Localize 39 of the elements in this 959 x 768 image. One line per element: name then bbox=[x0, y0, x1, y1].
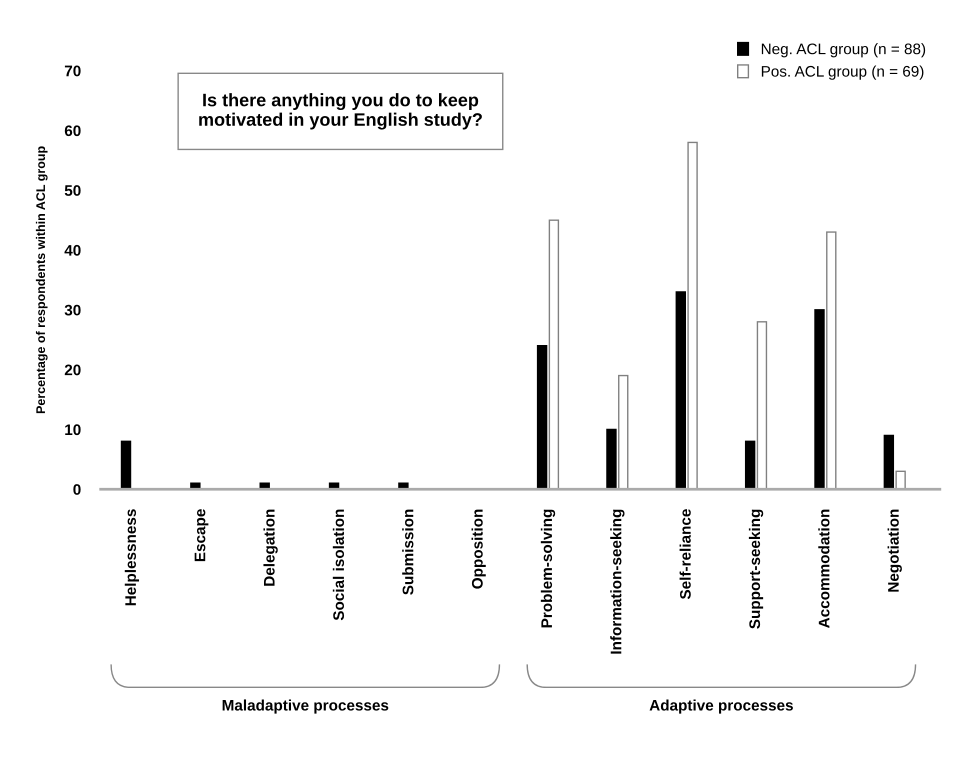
bar bbox=[536, 345, 548, 490]
x-tick-label: Social isolation bbox=[332, 510, 344, 620]
bar bbox=[618, 374, 628, 490]
legend-label: Neg. ACL group (n = 88) bbox=[762, 43, 926, 58]
bar bbox=[884, 434, 894, 490]
bar bbox=[676, 291, 686, 490]
x-tick-label: Accommodation bbox=[818, 510, 830, 628]
bar bbox=[826, 231, 836, 490]
y-axis-title: Percentage of respondents within ACL group bbox=[36, 146, 48, 414]
bar bbox=[606, 428, 617, 490]
x-tick-label: Submission bbox=[402, 510, 414, 595]
text: Adaptive processes bbox=[650, 699, 793, 714]
text: Is there anything you do to keep motivated in your English study? bbox=[199, 93, 482, 130]
y-tick-label: 70 bbox=[64, 66, 81, 76]
bar bbox=[120, 440, 132, 490]
x-tick-label: Opposition bbox=[472, 510, 486, 589]
y-tick-label: 10 bbox=[65, 424, 81, 436]
x-tick-label: Support-seeking bbox=[748, 510, 764, 629]
y-tick-label: 20 bbox=[64, 364, 81, 376]
y-tick-label: 30 bbox=[64, 304, 81, 316]
bar bbox=[814, 309, 825, 490]
y-tick-label: 0 bbox=[73, 484, 81, 495]
x-tick-label: Problem-solving bbox=[540, 510, 556, 628]
bar bbox=[687, 142, 698, 490]
x-tick-label: Self-reliance bbox=[680, 509, 691, 600]
bar bbox=[744, 440, 756, 490]
x-tick-label: Escape bbox=[194, 509, 208, 562]
x-tick-label: Information-seeking bbox=[610, 510, 624, 654]
text: Maladaptive processes bbox=[222, 699, 388, 714]
bar bbox=[548, 219, 560, 490]
y-tick-label: 60 bbox=[64, 125, 81, 136]
bar bbox=[895, 470, 906, 490]
x-tick-label: Negotiation bbox=[888, 510, 902, 592]
bar bbox=[756, 321, 768, 490]
legend-label: Pos. ACL group (n = 69) bbox=[762, 66, 924, 80]
x-tick-label: Delegation bbox=[263, 510, 278, 586]
x-tick-label: Helplessness bbox=[124, 509, 140, 606]
y-tick-label: 50 bbox=[64, 185, 81, 196]
y-tick-label: 40 bbox=[64, 244, 81, 256]
